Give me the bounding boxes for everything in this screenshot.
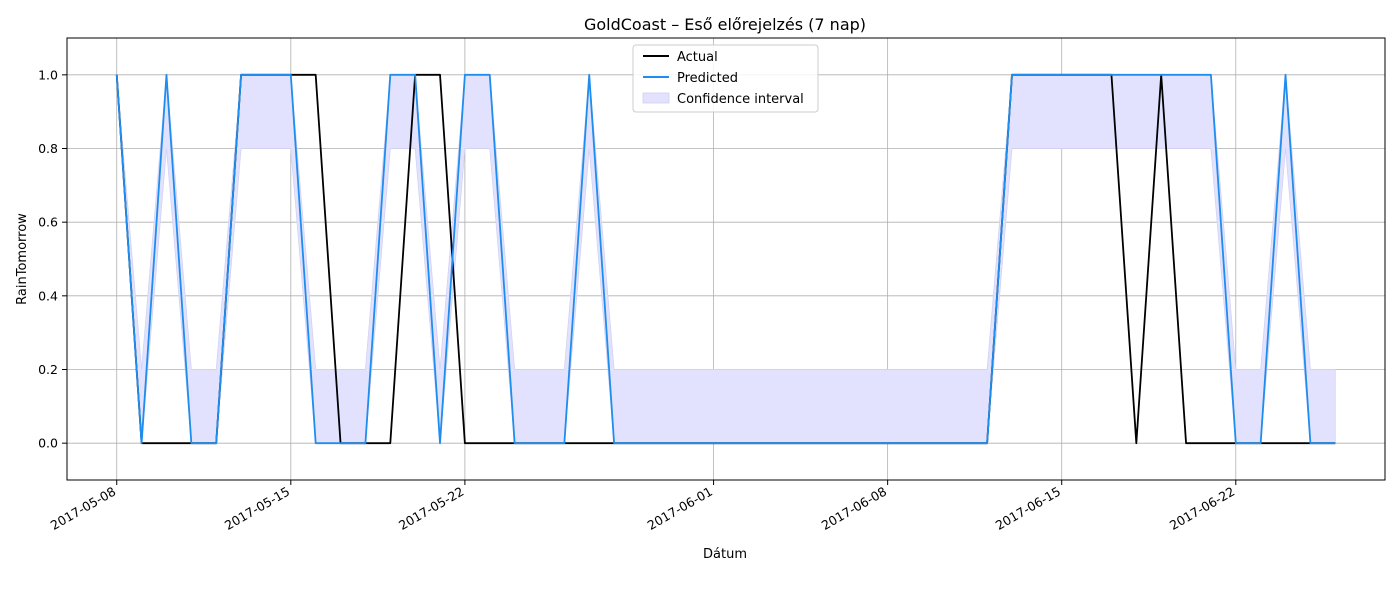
- legend-box: [632, 44, 819, 113]
- x-tick-label: 2017-05-08: [48, 484, 118, 533]
- x-axis-label: Dátum: [703, 547, 747, 562]
- y-tick-label: 0.0: [38, 436, 58, 451]
- x-tick-label: 2017-06-15: [993, 484, 1063, 533]
- x-tick-label: 2017-06-08: [819, 484, 889, 533]
- x-tick-label: 2017-06-01: [645, 484, 715, 533]
- x-tick-label: 2017-05-22: [396, 484, 466, 533]
- y-tick-label: 1.0: [38, 67, 58, 82]
- y-axis-ticks: 0.0 0.2 0.4 0.6 0.8 1.0: [38, 67, 67, 451]
- x-axis-ticks: 2017-05-08 2017-05-15 2017-05-22 2017-06-01…: [48, 480, 1237, 533]
- legend: Actual Predicted Confidence interval: [632, 44, 819, 113]
- x-tick-label: 2017-05-15: [222, 484, 292, 533]
- confidence-band-layer: [116, 74, 1336, 444]
- confidence-band: [116, 74, 1336, 444]
- legend-label-predicted: Predicted: [677, 71, 738, 86]
- y-axis-label: RainTomorrow: [15, 213, 30, 305]
- legend-label-confidence: Confidence interval: [677, 92, 804, 107]
- x-tick-label: 2017-06-22: [1167, 484, 1237, 533]
- y-tick-label: 0.2: [38, 362, 58, 377]
- series-layer: [115, 73, 1336, 445]
- legend-swatch-confidence: [642, 92, 670, 104]
- y-tick-label: 0.4: [38, 288, 58, 303]
- series-line-predicted: [115, 73, 1336, 445]
- chart-title: GoldCoast – Eső előrejelzés (7 nap): [584, 15, 866, 34]
- legend-label-actual: Actual: [677, 50, 718, 65]
- plot-frame: [66, 37, 1386, 481]
- y-tick-label: 0.6: [38, 215, 58, 230]
- y-tick-label: 0.8: [38, 141, 58, 156]
